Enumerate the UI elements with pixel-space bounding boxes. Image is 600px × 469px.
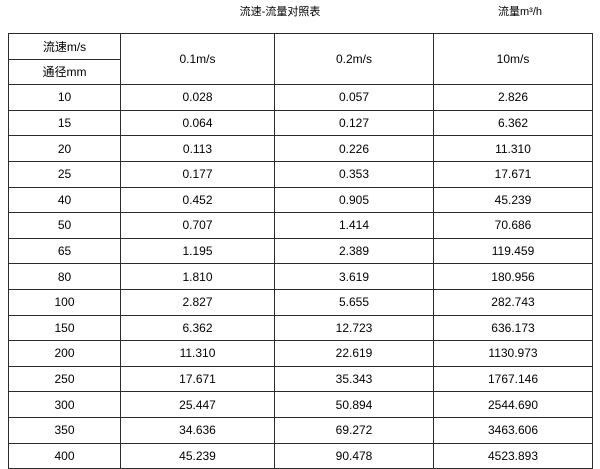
table-row: 20 0.113 0.226 11.310 <box>8 135 593 162</box>
cell-v10: 4523.893 <box>433 442 593 469</box>
cell-v01: 0.028 <box>120 84 275 111</box>
table-row: 350 34.636 69.272 3463.606 <box>8 416 593 444</box>
cell-dn: 350 <box>8 416 121 444</box>
cell-dn: 150 <box>8 314 121 342</box>
column-header-2: 10m/s <box>433 32 593 86</box>
cell-dn: 400 <box>8 442 121 469</box>
cell-v01: 0.113 <box>120 135 275 162</box>
cell-v01: 1.195 <box>120 237 275 265</box>
cell-v01: 25.447 <box>120 391 275 418</box>
cell-dn: 15 <box>8 109 121 137</box>
table-row: 400 45.239 90.478 4523.893 <box>8 442 593 469</box>
cell-v01: 1.810 <box>120 263 275 290</box>
cell-v02: 0.127 <box>274 109 434 137</box>
cell-v10: 45.239 <box>433 186 593 214</box>
caption-strip: 流速-流量对照表 流量m³/h <box>0 0 600 31</box>
table-row: 200 11.310 22.619 1130.973 <box>8 340 593 367</box>
cell-dn: 80 <box>8 263 121 290</box>
cell-dn: 65 <box>8 237 121 265</box>
cell-v10: 2.826 <box>433 84 593 111</box>
table-row: 80 1.810 3.619 180.956 <box>8 263 593 290</box>
cell-v01: 45.239 <box>120 442 275 469</box>
table-row: 15 0.064 0.127 6.362 <box>8 109 593 137</box>
cell-v01: 0.064 <box>120 109 275 137</box>
cell-v10: 119.459 <box>433 237 593 265</box>
corner-header-velocity: 流速m/s <box>8 33 121 60</box>
cell-v01: 0.707 <box>120 212 275 239</box>
table-row: 300 25.447 50.894 2544.690 <box>8 391 593 418</box>
cell-dn: 50 <box>8 212 121 239</box>
cell-v01: 2.827 <box>120 288 275 316</box>
column-header-1: 0.2m/s <box>274 32 434 86</box>
table-row: 250 17.671 35.343 1767.146 <box>8 365 593 393</box>
table-row: 40 0.452 0.905 45.239 <box>8 186 593 214</box>
table-row: 100 2.827 5.655 282.743 <box>8 288 593 316</box>
cell-v02: 35.343 <box>274 365 434 393</box>
cell-dn: 20 <box>8 135 121 162</box>
header-row-diameter: 通径mm <box>8 58 593 86</box>
cell-v10: 6.362 <box>433 109 593 137</box>
cell-v10: 636.173 <box>433 314 593 342</box>
cell-v10: 17.671 <box>433 160 593 188</box>
cell-v02: 5.655 <box>274 288 434 316</box>
cell-v10: 11.310 <box>433 135 593 162</box>
cell-v02: 50.894 <box>274 391 434 418</box>
flow-velocity-table-container: 流速m/s 0.1m/s 0.2m/s 10m/s 通径mm 10 0.028 … <box>8 32 593 469</box>
cell-v02: 3.619 <box>274 263 434 290</box>
table-row: 65 1.195 2.389 119.459 <box>8 237 593 265</box>
table-row: 10 0.028 0.057 2.826 <box>8 84 593 111</box>
cell-v02: 0.057 <box>274 84 434 111</box>
cell-v10: 3463.606 <box>433 416 593 444</box>
corner-header-diameter: 通径mm <box>8 58 121 86</box>
table-row: 50 0.707 1.414 70.686 <box>8 212 593 239</box>
cell-v02: 0.905 <box>274 186 434 214</box>
cell-v01: 0.177 <box>120 160 275 188</box>
cell-v02: 0.226 <box>274 135 434 162</box>
cell-dn: 25 <box>8 160 121 188</box>
cell-v02: 2.389 <box>274 237 434 265</box>
table-row: 25 0.177 0.353 17.671 <box>8 160 593 188</box>
cell-v02: 69.272 <box>274 416 434 444</box>
cell-v01: 34.636 <box>120 416 275 444</box>
cell-dn: 250 <box>8 365 121 393</box>
cell-v02: 22.619 <box>274 340 434 367</box>
cell-v10: 180.956 <box>433 263 593 290</box>
cell-v10: 1767.146 <box>433 365 593 393</box>
table-row: 150 6.362 12.723 636.173 <box>8 314 593 342</box>
cell-dn: 40 <box>8 186 121 214</box>
cell-dn: 10 <box>8 84 121 111</box>
chart-title: 流速-流量对照表 <box>239 6 321 18</box>
cell-v01: 6.362 <box>120 314 275 342</box>
cell-v10: 1130.973 <box>433 340 593 367</box>
cell-v02: 90.478 <box>274 442 434 469</box>
cell-dn: 100 <box>8 288 121 316</box>
column-header-0: 0.1m/s <box>120 32 275 86</box>
cell-v01: 17.671 <box>120 365 275 393</box>
cell-v10: 282.743 <box>433 288 593 316</box>
cell-v02: 1.414 <box>274 212 434 239</box>
cell-v10: 70.686 <box>433 212 593 239</box>
cell-dn: 200 <box>8 340 121 367</box>
cell-dn: 300 <box>8 391 121 418</box>
cell-v01: 0.452 <box>120 186 275 214</box>
cell-v10: 2544.690 <box>433 391 593 418</box>
cell-v01: 11.310 <box>120 340 275 367</box>
cell-v02: 0.353 <box>274 160 434 188</box>
flow-velocity-table: 流速m/s 0.1m/s 0.2m/s 10m/s 通径mm 10 0.028 … <box>8 32 593 469</box>
cell-v02: 12.723 <box>274 314 434 342</box>
header-row-velocity: 流速m/s 0.1m/s 0.2m/s 10m/s <box>8 32 593 86</box>
table-body: 流速m/s 0.1m/s 0.2m/s 10m/s 通径mm 10 0.028 … <box>8 32 593 469</box>
flow-unit-label: 流量m³/h <box>498 6 542 18</box>
